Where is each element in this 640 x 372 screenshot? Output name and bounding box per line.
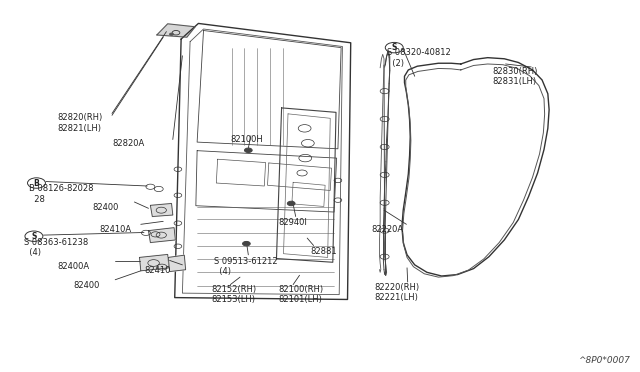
Text: 82940I: 82940I (278, 218, 307, 227)
Text: ^8P0*0007: ^8P0*0007 (579, 356, 630, 365)
Text: 82400A: 82400A (58, 262, 90, 271)
Polygon shape (140, 254, 169, 271)
Text: S: S (31, 232, 36, 241)
Text: S 08363-61238
  (4): S 08363-61238 (4) (24, 238, 88, 257)
Circle shape (243, 241, 250, 246)
Circle shape (287, 201, 295, 206)
Circle shape (244, 148, 252, 153)
Text: 82400: 82400 (93, 203, 119, 212)
Text: S: S (392, 43, 397, 52)
Text: 82820(RH)
82821(LH): 82820(RH) 82821(LH) (58, 113, 103, 133)
Text: 82881: 82881 (310, 247, 337, 256)
Polygon shape (148, 228, 175, 243)
Text: S 09513-61212
  (4): S 09513-61212 (4) (214, 257, 278, 276)
Text: 82220A: 82220A (371, 225, 403, 234)
Polygon shape (168, 255, 186, 272)
Text: 82100(RH)
82101(LH): 82100(RH) 82101(LH) (278, 285, 324, 304)
Text: 82820A: 82820A (112, 140, 144, 148)
Text: S 08320-40812
  (2): S 08320-40812 (2) (387, 48, 451, 68)
Circle shape (170, 33, 173, 35)
Text: 82410: 82410 (144, 266, 170, 275)
Text: 82410A: 82410A (99, 225, 131, 234)
Text: 82400: 82400 (74, 281, 100, 290)
Text: B: B (34, 179, 39, 187)
Text: B 08126-82028
  28: B 08126-82028 28 (29, 184, 93, 203)
Polygon shape (150, 203, 173, 217)
Text: 82100H: 82100H (230, 135, 263, 144)
Text: 82830(RH)
82831(LH): 82830(RH) 82831(LH) (493, 67, 538, 86)
Text: 82220(RH)
82221(LH): 82220(RH) 82221(LH) (374, 283, 420, 302)
Text: 82152(RH)
82153(LH): 82152(RH) 82153(LH) (211, 285, 257, 304)
Polygon shape (157, 24, 195, 37)
